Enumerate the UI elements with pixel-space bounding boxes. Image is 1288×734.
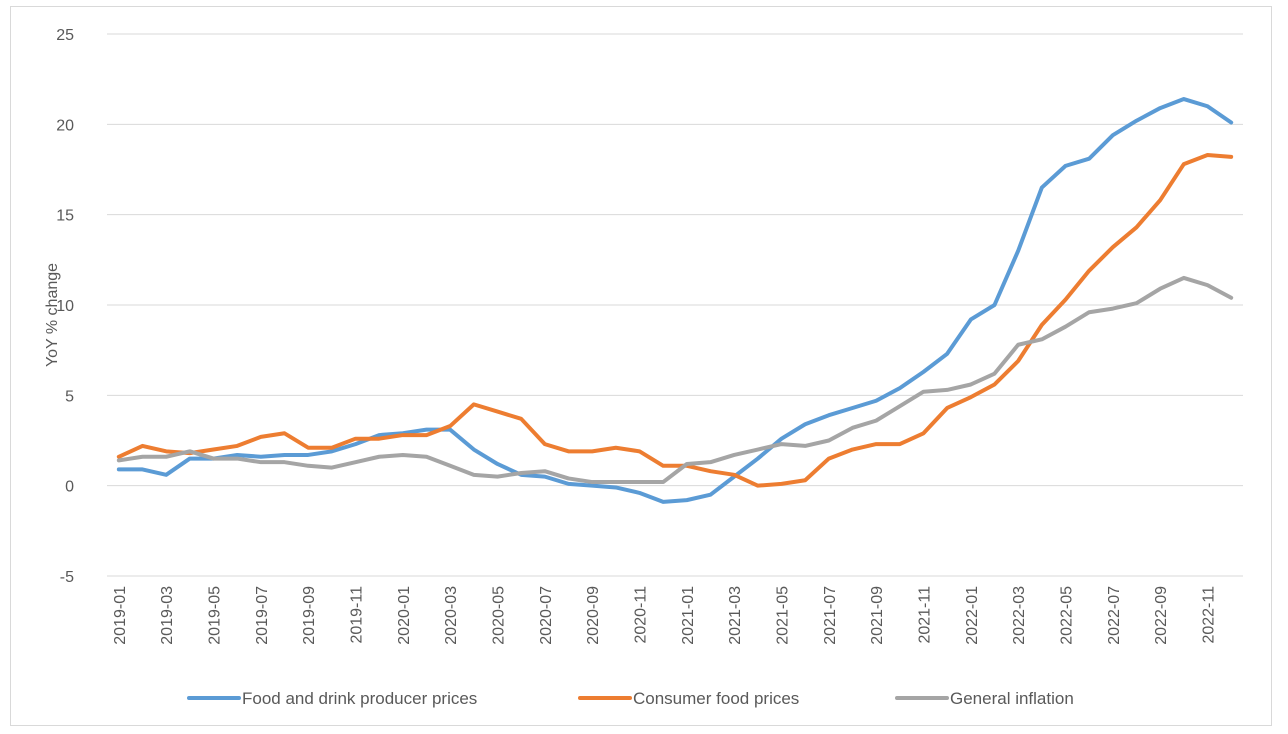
- x-tick-label: 2021-11: [917, 586, 934, 644]
- series-lines: [116, 97, 1234, 504]
- x-tick-label: 2021-09: [869, 586, 886, 645]
- x-tick-label: 2019-05: [207, 586, 224, 645]
- series-line-3: [116, 275, 1234, 485]
- series-line-2: [116, 153, 1234, 488]
- x-tick-label: 2022-01: [964, 586, 981, 645]
- x-tick-label: 2022-03: [1011, 586, 1028, 645]
- x-tick-label: 2022-07: [1106, 586, 1123, 645]
- x-tick-label: 2019-11: [349, 586, 366, 644]
- chart-frame: -5 0 5 10 15 20 25 2019-01 2019-03 2019-05 2019-0…: [10, 6, 1272, 726]
- x-tick-label: 2021-05: [775, 586, 792, 645]
- x-tick-label: 2020-11: [633, 586, 650, 644]
- y-tick-label: 20: [56, 117, 74, 134]
- y-tick-label: 0: [65, 479, 74, 496]
- x-tick-label: 2021-07: [822, 586, 839, 645]
- x-tick-label: 2020-01: [396, 586, 413, 645]
- y-axis-title: YoY % change: [44, 263, 61, 367]
- x-tick-label: 2021-01: [680, 586, 697, 645]
- x-tick-label: 2020-07: [538, 586, 555, 645]
- series-line-1: [116, 97, 1234, 504]
- y-tick-label: 15: [56, 208, 74, 225]
- x-tick-label: 2022-09: [1153, 586, 1170, 645]
- y-tick-label: 5: [65, 388, 74, 405]
- x-tick-label: 2019-01: [112, 586, 129, 645]
- x-tick-label: 2020-09: [585, 586, 602, 645]
- y-tick-label: 25: [56, 27, 74, 44]
- legend-label: Food and drink producer prices: [242, 689, 477, 708]
- x-tick-label: 2020-05: [491, 586, 508, 645]
- legend-label: General inflation: [950, 689, 1074, 708]
- x-tick-label: 2021-03: [727, 586, 744, 645]
- x-tick-label: 2019-07: [254, 586, 271, 645]
- gridlines: [107, 33, 1243, 577]
- x-tick-label: 2019-03: [159, 586, 176, 645]
- x-tick-label: 2020-03: [443, 586, 460, 645]
- x-tick-label: 2022-11: [1201, 586, 1218, 644]
- y-tick-label: 10: [56, 298, 74, 315]
- legend-label: Consumer food prices: [633, 689, 799, 708]
- x-tick-label: 2022-05: [1059, 586, 1076, 645]
- legend: Food and drink producer prices Consumer f…: [187, 689, 1074, 708]
- x-tick-label: 2019-09: [301, 586, 318, 645]
- y-axis-tick-labels: -5 0 5 10 15 20 25: [56, 27, 74, 586]
- y-tick-label: -5: [60, 569, 74, 586]
- x-axis-tick-labels: 2019-01 2019-03 2019-05 2019-07 2019-09 2019-…: [112, 586, 1218, 645]
